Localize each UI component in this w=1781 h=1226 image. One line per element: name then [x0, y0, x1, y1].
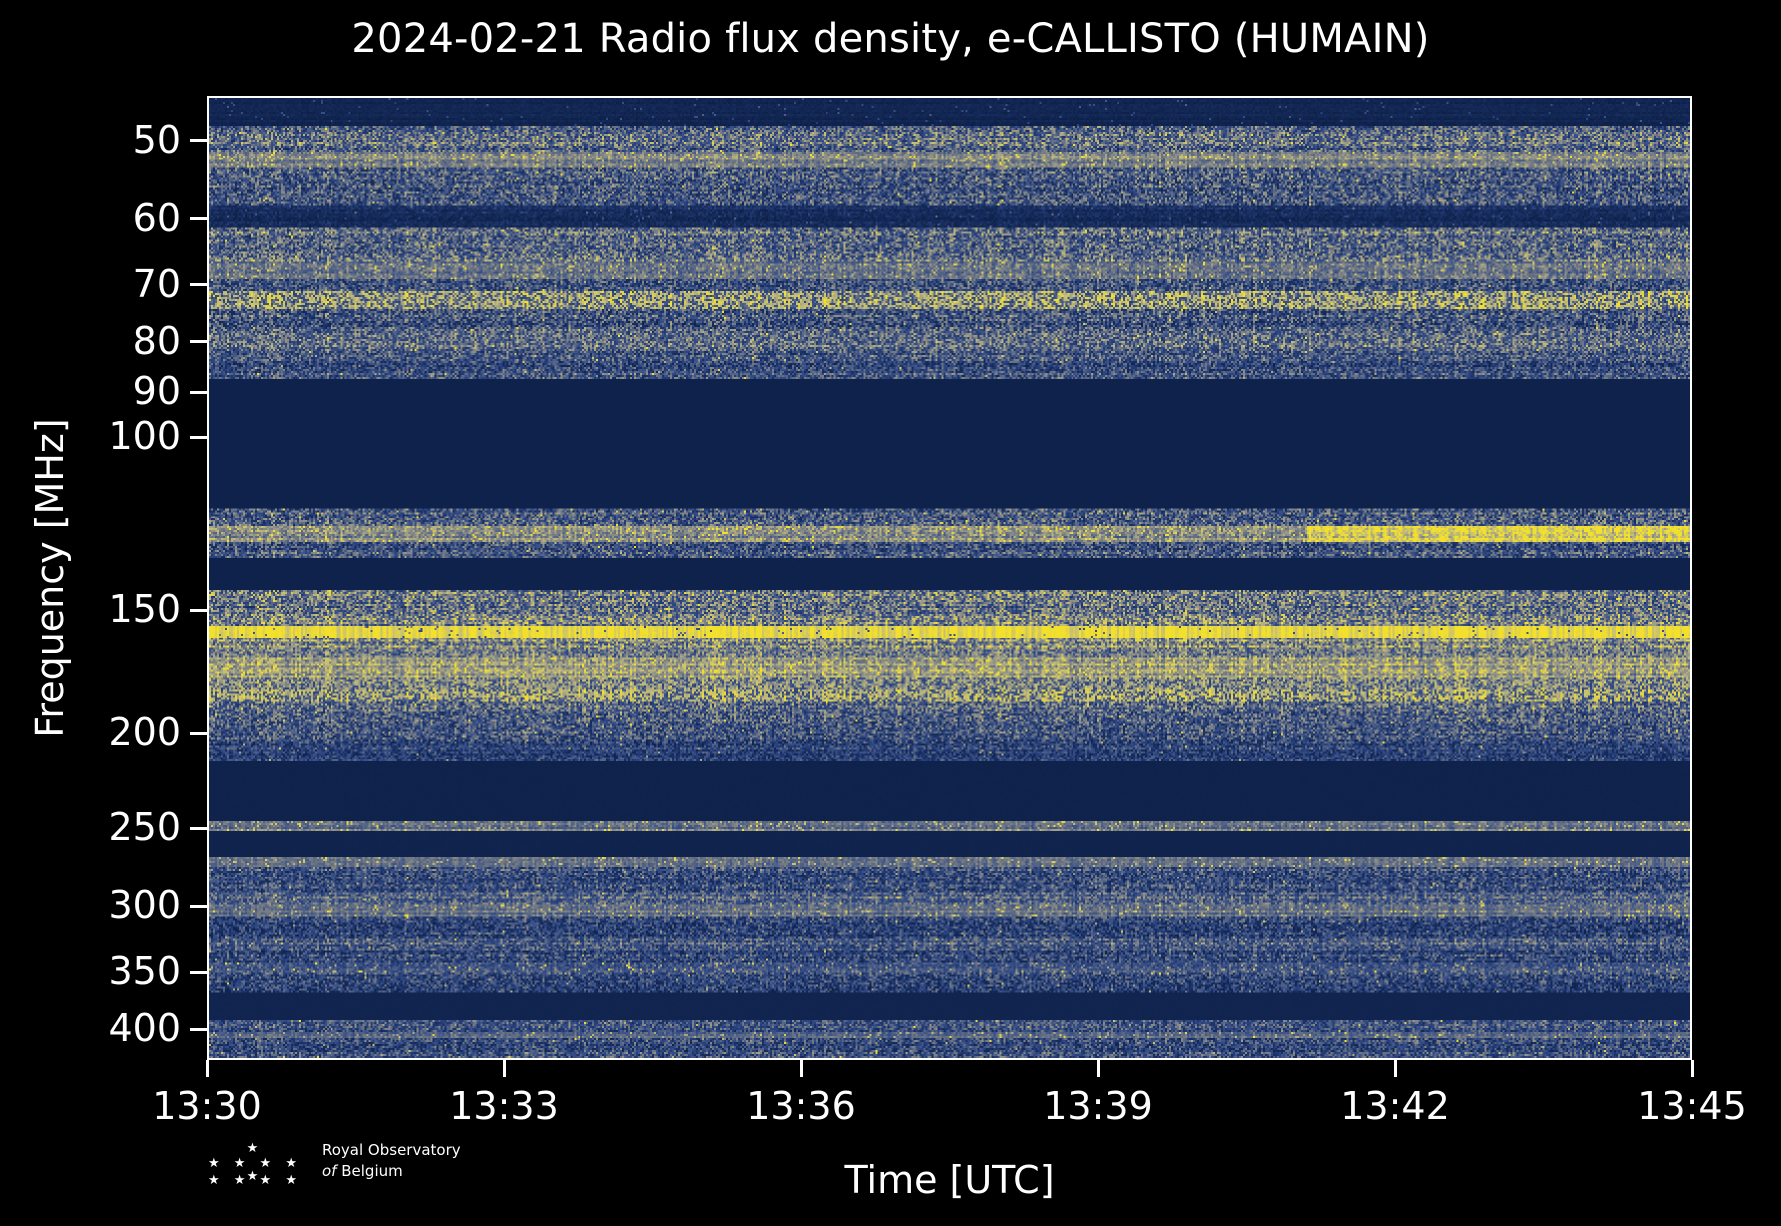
x-tick-label: 13:39	[1043, 1084, 1153, 1128]
y-tick-label: 80	[132, 318, 181, 363]
y-tick-mark	[190, 731, 207, 735]
x-tick-mark	[205, 1060, 209, 1077]
y-tick-mark	[190, 608, 207, 612]
y-tick-label: 70	[132, 261, 181, 306]
x-tick-mark	[1393, 1060, 1397, 1077]
x-tick-mark	[799, 1060, 803, 1077]
y-tick-mark	[190, 139, 207, 143]
logo-line-1: Royal Observatory	[322, 1141, 461, 1159]
y-tick-label: 400	[108, 1006, 181, 1051]
y-tick-label: 250	[108, 805, 181, 850]
x-axis-label: Time [UTC]	[844, 1158, 1055, 1202]
x-tick-label: 13:42	[1340, 1084, 1450, 1128]
star-row-middle: ★ ★ ★ ★ ★	[207, 1156, 302, 1184]
y-axis: 50 60 70 80 90 100 150 200 250 300 350 400	[0, 96, 207, 1060]
y-tick-label: 60	[132, 195, 181, 240]
y-tick-label: 100	[108, 414, 181, 459]
logo-text: Royal Observatory of Belgium	[322, 1140, 612, 1182]
y-tick-mark	[190, 390, 207, 394]
star-row-top: ★	[246, 1141, 264, 1156]
logo-line-2: of Belgium	[322, 1161, 612, 1182]
y-tick-label: 300	[108, 883, 181, 928]
star-row-bottom: ★ ★ ★ ★	[207, 1173, 302, 1188]
x-tick-label: 13:45	[1637, 1084, 1747, 1128]
stars-icon: ★ ★ ★ ★ ★ ★ ★ ★ ★ ★	[200, 1140, 310, 1204]
y-tick-mark	[190, 826, 207, 830]
y-tick-label: 50	[132, 117, 181, 162]
x-axis: 13:30 13:33 13:36 13:39 13:42 13:45	[152, 1060, 1747, 1128]
y-tick-mark	[190, 217, 207, 221]
x-tick-label: 13:36	[746, 1084, 856, 1128]
spectrogram-canvas[interactable]	[209, 98, 1690, 1058]
y-tick-mark	[190, 904, 207, 908]
y-axis-label: Frequency [MHz]	[28, 418, 72, 738]
logo-country: Belgium	[341, 1162, 403, 1180]
y-tick-label: 350	[108, 949, 181, 994]
logo-of-word: of	[322, 1162, 337, 1180]
y-tick-mark	[190, 1027, 207, 1031]
x-tick-label: 13:30	[152, 1084, 262, 1128]
x-tick-mark	[1690, 1060, 1694, 1077]
y-tick-mark	[190, 340, 207, 344]
x-tick-mark	[502, 1060, 506, 1077]
x-tick-label: 13:33	[449, 1084, 559, 1128]
y-tick-label: 90	[132, 369, 181, 414]
y-tick-label: 200	[108, 710, 181, 755]
x-tick-mark	[1096, 1060, 1100, 1077]
y-tick-mark	[190, 970, 207, 974]
y-tick-mark	[190, 435, 207, 439]
spectrogram-plot[interactable]	[207, 96, 1692, 1060]
page-title: 2024-02-21 Radio flux density, e-CALLIST…	[351, 16, 1430, 62]
royal-observatory-logo: ★ ★ ★ ★ ★ ★ ★ ★ ★ ★ Royal Observatory of…	[200, 1140, 620, 1214]
y-tick-mark	[190, 283, 207, 287]
y-tick-label: 150	[108, 587, 181, 632]
